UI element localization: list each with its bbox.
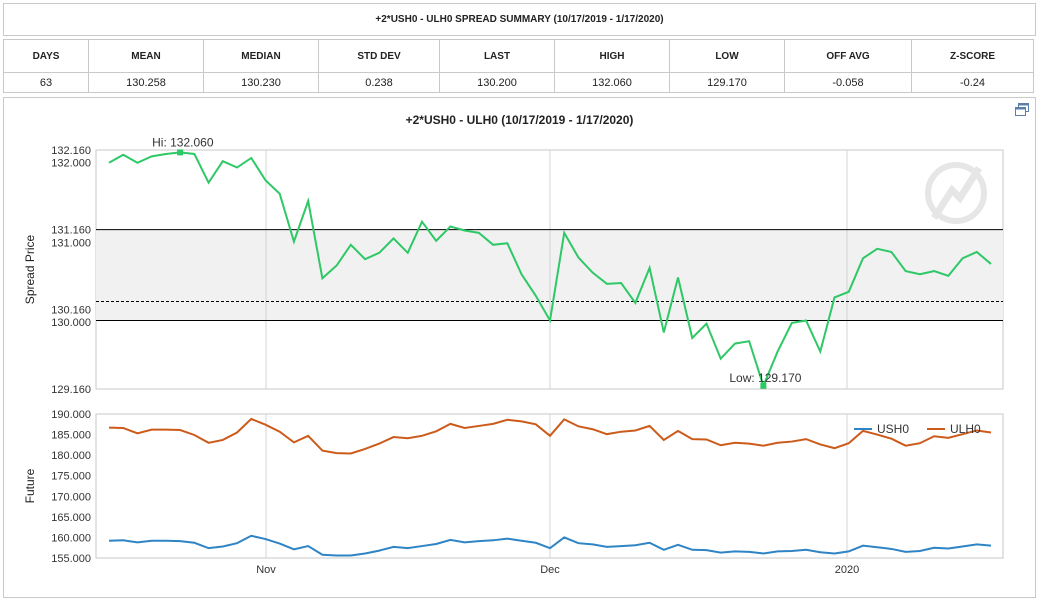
low-point-marker bbox=[760, 382, 767, 389]
spread-y-tick-label: 131.160 bbox=[51, 225, 91, 237]
future-y-tick-label: 190.000 bbox=[51, 409, 91, 421]
chart-title: +2*USH0 - ULH0 (10/17/2019 - 1/17/2020) bbox=[405, 113, 634, 127]
stat-header-days: DAYS bbox=[3, 39, 89, 73]
spread-y-tick-label: 130.160 bbox=[51, 304, 91, 316]
stat-value-mean: 130.258 bbox=[88, 72, 204, 93]
watermark-logo bbox=[925, 162, 987, 224]
spread-series-line bbox=[108, 151, 992, 389]
stat-header-last: LAST bbox=[439, 39, 555, 73]
spread-y-tick-label: 130.000 bbox=[51, 317, 91, 329]
spread-y-axis-title: Spread Price bbox=[23, 234, 37, 304]
stat-header-high: HIGH bbox=[554, 39, 670, 73]
future-y-tick-label: 160.000 bbox=[51, 532, 91, 544]
future-y-tick-label: 165.000 bbox=[51, 512, 91, 524]
legend-label-ulh0: ULH0 bbox=[950, 422, 981, 436]
spread-y-tick-label: 131.000 bbox=[51, 237, 91, 249]
stat-value-low: 129.170 bbox=[669, 72, 785, 93]
stat-header-median: MEDIAN bbox=[203, 39, 319, 73]
stat-header-std-dev: STD DEV bbox=[318, 39, 440, 73]
stat-value-last: 130.200 bbox=[439, 72, 555, 93]
spread-y-tick-label: 132.160 bbox=[51, 145, 91, 157]
future-y-tick-label: 155.000 bbox=[51, 553, 91, 565]
stat-header-low: LOW bbox=[669, 39, 785, 73]
watermark-logo-mark bbox=[931, 166, 982, 220]
summary-stats-table: DAYS MEAN MEDIAN STD DEV LAST HIGH LOW O… bbox=[3, 39, 1034, 93]
spread-y-tick-label: 129.160 bbox=[51, 384, 91, 396]
summary-title: +2*USH0 - ULH0 SPREAD SUMMARY (10/17/201… bbox=[3, 3, 1036, 36]
stat-value-std-dev: 0.238 bbox=[318, 72, 440, 93]
low-annotation: Low: 129.170 bbox=[729, 371, 801, 385]
stat-value-median: 130.230 bbox=[203, 72, 319, 93]
x-tick-label: Dec bbox=[540, 564, 560, 576]
future-y-axis-title: Future bbox=[23, 468, 37, 503]
stat-header-z-score: Z-SCORE bbox=[911, 39, 1034, 73]
legend-label-ush0: USH0 bbox=[877, 422, 909, 436]
stat-value-days: 63 bbox=[3, 72, 89, 93]
x-tick-label: 2020 bbox=[835, 564, 859, 576]
future-series-line-ush0 bbox=[108, 534, 992, 557]
spread-y-tick-label: 132.000 bbox=[51, 158, 91, 170]
popout-window-icon[interactable] bbox=[1015, 103, 1029, 117]
future-y-tick-label: 170.000 bbox=[51, 491, 91, 503]
stat-value-off-avg: -0.058 bbox=[784, 72, 912, 93]
x-tick-label: Nov bbox=[256, 564, 276, 576]
future-y-tick-label: 180.000 bbox=[51, 450, 91, 462]
high-point-marker bbox=[177, 149, 184, 156]
future-y-tick-label: 175.000 bbox=[51, 471, 91, 483]
stat-header-off-avg: OFF AVG bbox=[784, 39, 912, 73]
high-annotation: Hi: 132.060 bbox=[152, 135, 214, 149]
future-y-tick-label: 185.000 bbox=[51, 430, 91, 442]
future-series-line-ulh0 bbox=[108, 417, 992, 455]
stat-header-mean: MEAN bbox=[88, 39, 204, 73]
stat-value-z-score: -0.24 bbox=[911, 72, 1034, 93]
stat-value-high: 132.060 bbox=[554, 72, 670, 93]
chart-panel: +2*USH0 - ULH0 (10/17/2019 - 1/17/2020) … bbox=[3, 97, 1036, 598]
